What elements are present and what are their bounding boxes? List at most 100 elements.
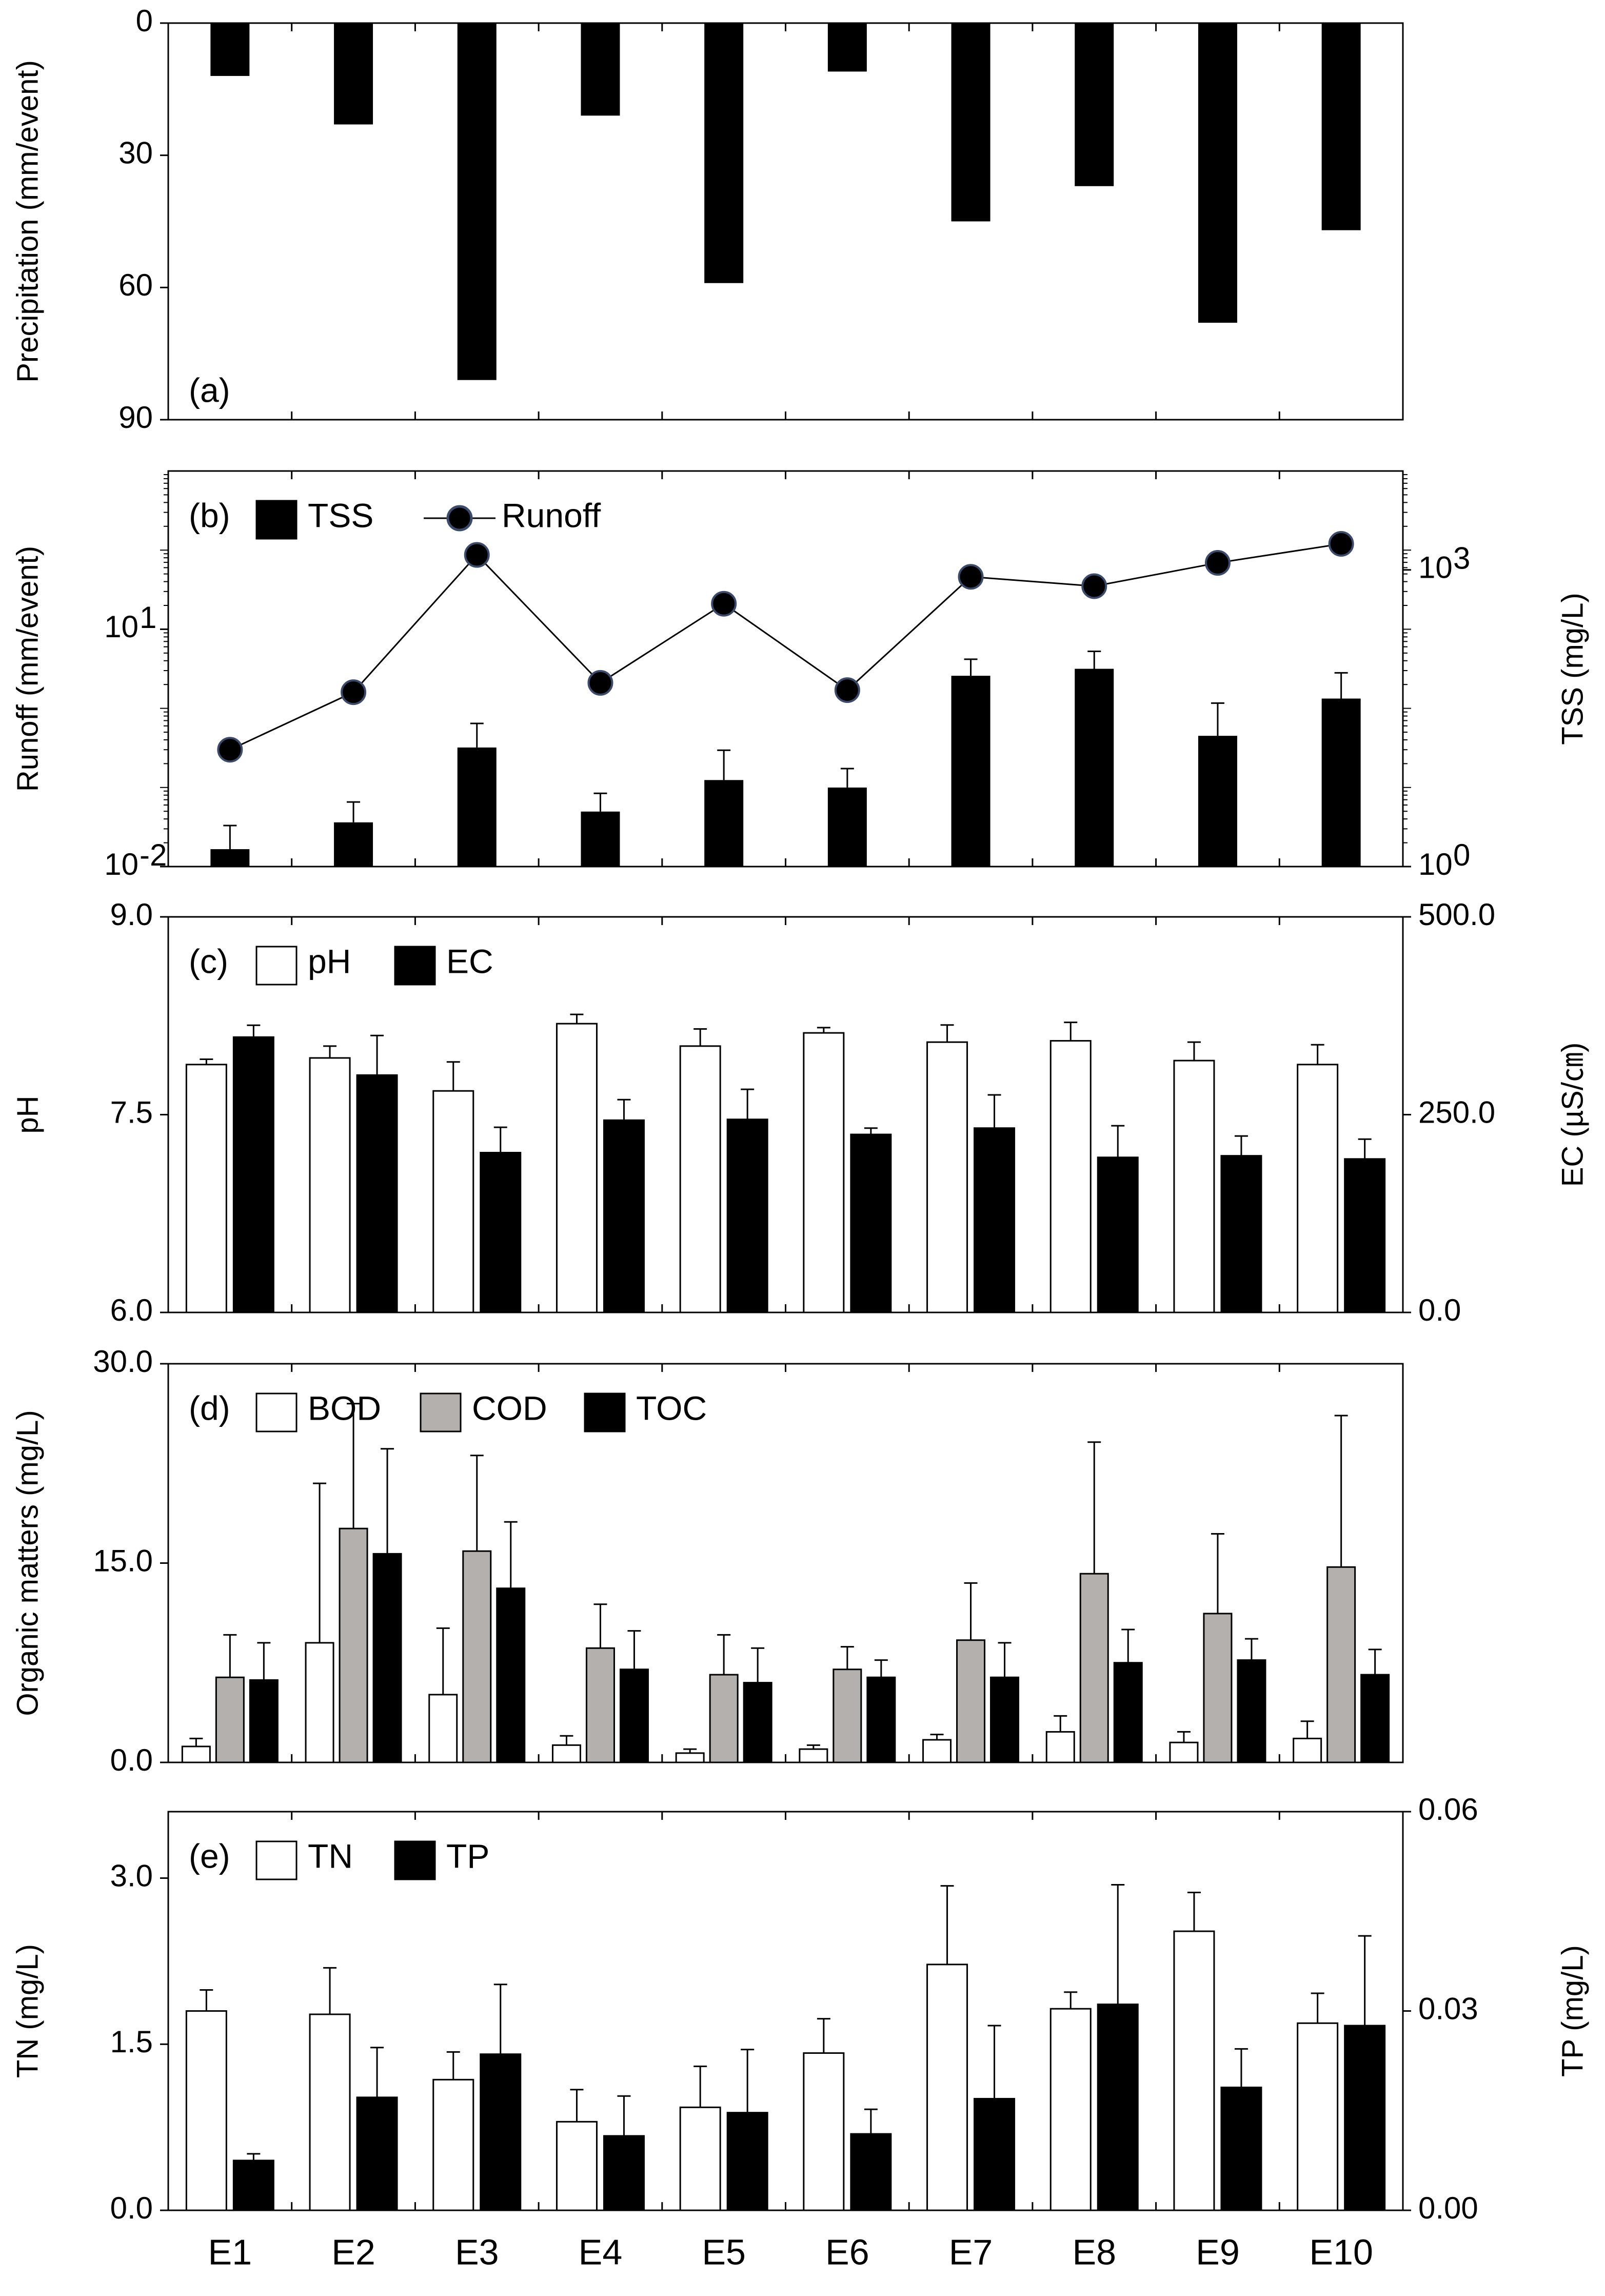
panel-a: (a) Precipitation (mm/event) 0 30 60 90: [11, 4, 1404, 435]
bar-cod-E7: [956, 1639, 986, 1763]
bar-toc-E8: [1113, 1662, 1143, 1763]
bar-cod-E4: [585, 1647, 615, 1763]
bar-ph-E6: [803, 1032, 845, 1313]
bar-toc-E5: [743, 1682, 772, 1763]
x-tick-label-E1: E1: [208, 2232, 252, 2272]
bar-ec-E2: [356, 1074, 398, 1313]
bar-precipitation-E10: [1321, 23, 1361, 230]
bar-precipitation-E2: [334, 23, 373, 125]
point-runoff-E2: [341, 679, 367, 705]
bar-toc-E7: [990, 1676, 1020, 1763]
bar-toc-E4: [619, 1669, 649, 1763]
y-tick-label: 60: [118, 268, 153, 302]
legend-swatch-tn: [255, 1840, 298, 1880]
bar-toc-E10: [1360, 1674, 1390, 1763]
x-tick-label-E4: E4: [579, 2232, 623, 2272]
bar-ec-E3: [480, 1152, 522, 1313]
bar-tn-E10: [1297, 2022, 1339, 2211]
bar-ph-E3: [432, 1090, 474, 1313]
panel-label: (a): [189, 371, 230, 409]
y-tick-label-right-exp: 3: [1453, 541, 1470, 576]
bar-bod-E5: [675, 1752, 705, 1763]
bar-tn-E5: [679, 2106, 721, 2211]
x-tick-label-E9: E9: [1196, 2232, 1240, 2272]
y-tick-label-right: 250.0: [1418, 1095, 1495, 1129]
x-tick-label-E7: E7: [949, 2232, 993, 2272]
legend-swatch-ec: [394, 946, 436, 986]
y-axis-label-right: EC (µS/㎝): [1556, 1043, 1589, 1187]
point-runoff-E6: [834, 677, 860, 703]
bar-precipitation-E6: [827, 23, 867, 72]
panel-e: (e) TN (mg/L) TP (mg/L) 0.0 1.5 3.0 0.00 0.03 0.…: [11, 1792, 1589, 2225]
point-runoff-E8: [1081, 573, 1107, 599]
legend-swatch-ph: [255, 946, 298, 986]
x-tick-label-E5: E5: [702, 2232, 746, 2272]
x-tick-label-E3: E3: [455, 2232, 499, 2272]
bar-bod-E1: [181, 1745, 211, 1763]
y-tick-label: 30: [118, 136, 153, 170]
legend-label-toc: TOC: [636, 1389, 707, 1427]
y-axis-label: Precipitation (mm/event): [11, 60, 44, 383]
y-axis-label: Organic matters (mg/L): [11, 1410, 44, 1716]
point-runoff-E4: [587, 670, 613, 696]
y-tick-label-right-base: 10: [1418, 847, 1453, 881]
y-axis-label-right: TSS (mg/L): [1556, 593, 1589, 745]
bar-ph-E7: [926, 1041, 968, 1313]
legend-label-ec: EC: [446, 942, 493, 980]
y-tick-label-right: 0.00: [1418, 2191, 1478, 2225]
y-tick-label: 9.0: [110, 897, 153, 932]
bar-tp-E7: [974, 2097, 1016, 2211]
bar-cod-E8: [1079, 1573, 1109, 1763]
y-tick-label: 15.0: [93, 1543, 153, 1578]
bar-ec-E6: [850, 1133, 892, 1313]
y-axis-label: pH: [11, 1095, 44, 1133]
point-runoff-E1: [217, 737, 243, 763]
bar-precipitation-E7: [951, 23, 990, 222]
bar-tn-E3: [432, 2078, 474, 2211]
bar-bod-E7: [922, 1739, 952, 1763]
bar-tss-E10: [1321, 698, 1361, 867]
y-tick-label: 0.0: [110, 2191, 153, 2225]
bar-cod-E9: [1203, 1613, 1233, 1763]
bar-ec-E7: [974, 1127, 1016, 1313]
bar-cod-E1: [215, 1676, 245, 1763]
legend-swatch-bod: [255, 1392, 298, 1432]
bar-tss-E9: [1198, 736, 1237, 867]
bar-tn-E6: [803, 2052, 845, 2211]
point-runoff-E7: [958, 564, 984, 590]
y-tick-label-right-base: 10: [1418, 551, 1453, 585]
x-tick-label-E2: E2: [331, 2232, 375, 2272]
legend-label-bod: BOD: [308, 1389, 381, 1427]
bar-precipitation-E1: [210, 23, 250, 76]
y-tick-label-right: 0.06: [1418, 1792, 1478, 1827]
bar-tss-E4: [581, 811, 620, 867]
y-tick-label-base: 10: [104, 847, 138, 881]
bar-tss-E7: [951, 676, 990, 867]
category-axis: E1 E2 E3 E4 E5 E6 E7 E8 E9 E10: [208, 2232, 1373, 2272]
panel-label: (c): [189, 942, 228, 980]
bar-tss-E6: [827, 787, 867, 867]
y-tick-label-exp: 1: [140, 600, 156, 635]
bar-cod-E3: [462, 1550, 492, 1763]
panel-c: (c) pH EC (µS/㎝) 6.0 7.5 9.0 0.0 250.0 500.0 pH EC: [11, 897, 1589, 1327]
y-axis-label: Runoff (mm/event): [11, 546, 44, 792]
y-tick-label-base: 10: [104, 610, 138, 644]
bar-toc-E9: [1237, 1659, 1266, 1763]
bar-bod-E6: [799, 1748, 828, 1763]
bar-bod-E8: [1045, 1731, 1075, 1763]
bar-ph-E2: [309, 1057, 351, 1313]
bar-tp-E1: [232, 2160, 274, 2211]
y-tick-label: 30.0: [93, 1344, 153, 1379]
y-tick-label-right-exp: 0: [1453, 838, 1470, 872]
y-tick-label: 1.5: [110, 2025, 153, 2059]
bar-tn-E7: [926, 1964, 968, 2211]
bar-toc-E1: [249, 1679, 279, 1763]
bar-toc-E3: [496, 1587, 526, 1763]
bar-ph-E5: [679, 1045, 721, 1313]
x-tick-label-E10: E10: [1309, 2232, 1373, 2272]
bar-tss-E3: [457, 747, 497, 867]
bar-tp-E2: [356, 2096, 398, 2211]
point-runoff-E5: [711, 591, 737, 617]
legend-label-tss: TSS: [308, 496, 373, 534]
bar-ph-E4: [556, 1023, 598, 1313]
